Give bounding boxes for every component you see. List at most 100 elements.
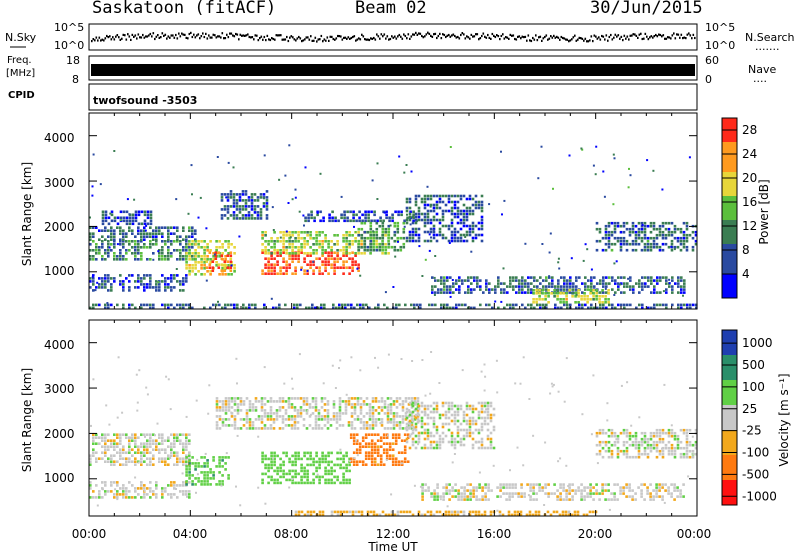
- vel-cell: [309, 457, 312, 461]
- nsky-point: [632, 33, 635, 36]
- vel-cell: [299, 397, 303, 400]
- vel-cell: [423, 437, 427, 441]
- power-cell: [453, 194, 457, 198]
- vel-cell: [233, 409, 237, 412]
- power-cell: [244, 214, 248, 217]
- nsky-point: [362, 35, 365, 38]
- vel-cell: [510, 513, 514, 517]
- power-cell: [122, 246, 125, 249]
- power-cell: [391, 216, 394, 220]
- power-cell: [345, 237, 348, 240]
- power-cell: [376, 219, 379, 223]
- vel-cell: [628, 443, 632, 447]
- power-cell: [685, 233, 689, 237]
- power-cell: [479, 288, 482, 291]
- power-cell: [197, 252, 200, 255]
- power-cell: [330, 240, 333, 243]
- power-cell: [524, 285, 527, 288]
- power-scatter-point: [488, 203, 491, 206]
- power-scatter-point: [615, 260, 618, 263]
- vel-cell: [643, 449, 647, 453]
- nsky-point: [599, 38, 602, 41]
- nsky-point: [680, 33, 683, 36]
- power-cell: [92, 240, 95, 243]
- vel-scatter-point: [590, 433, 593, 436]
- power-cell: [653, 279, 656, 282]
- vel-cell: [451, 495, 454, 498]
- power-cell: [146, 235, 149, 238]
- vel-cell: [336, 457, 339, 461]
- vel-cell: [312, 460, 315, 464]
- vel-cell: [131, 496, 134, 499]
- power-cell: [553, 292, 556, 295]
- vel-cell: [293, 418, 297, 421]
- vel-cell: [263, 415, 267, 418]
- vel-cell: [411, 410, 415, 414]
- power-cell: [197, 246, 200, 249]
- vel-cell: [368, 427, 372, 430]
- nsky-point: [143, 36, 146, 39]
- power-cell: [206, 270, 209, 273]
- nsky-point: [302, 39, 305, 42]
- vel-cell: [391, 448, 395, 451]
- nsky-point: [343, 36, 345, 39]
- vel-cell: [314, 424, 318, 427]
- nsky-point: [119, 38, 122, 41]
- vel-cell: [368, 424, 372, 427]
- nsky-point: [458, 37, 461, 40]
- vel-cell: [302, 424, 306, 427]
- power-cell: [110, 277, 113, 280]
- vel-cell: [682, 495, 685, 498]
- power-cell: [285, 266, 288, 269]
- vel-cell: [264, 472, 267, 476]
- vel-cell: [278, 406, 282, 409]
- vel-cell: [655, 434, 659, 438]
- vel-cell: [481, 489, 484, 492]
- power-cell: [158, 232, 161, 235]
- vel-cell: [441, 425, 445, 429]
- nsky-point: [262, 38, 264, 41]
- power-cell: [263, 303, 266, 307]
- nsky-point: [476, 33, 479, 36]
- nsky-point: [385, 37, 387, 40]
- power-cell: [598, 298, 601, 301]
- power-cell: [315, 240, 318, 243]
- vel-cell: [254, 400, 258, 403]
- power-cell: [128, 219, 132, 223]
- power-cell: [276, 237, 279, 240]
- power-cell: [137, 249, 140, 252]
- vel-cell: [116, 484, 119, 487]
- power-cell: [616, 221, 620, 225]
- power-cell: [530, 303, 533, 307]
- power-cell: [161, 255, 164, 258]
- power-cell: [158, 255, 161, 258]
- power-cell: [691, 245, 695, 249]
- power-cell: [444, 209, 448, 213]
- power-cell: [625, 227, 629, 231]
- power-cell: [101, 213, 105, 217]
- power-cell: [440, 276, 443, 279]
- power-cell: [137, 274, 140, 277]
- vel-cell: [436, 492, 439, 495]
- vel-cell: [314, 421, 318, 424]
- vel-scatter-point: [114, 488, 117, 491]
- power-cell: [235, 208, 239, 211]
- vel-cell: [411, 431, 415, 435]
- power-cell: [235, 202, 239, 205]
- power-cell: [373, 219, 376, 223]
- vel-cell: [377, 400, 381, 403]
- nsky-point: [152, 32, 155, 35]
- vel-cell: [395, 421, 399, 424]
- power-cell: [273, 246, 276, 249]
- nsky-point: [251, 36, 254, 39]
- vel-cell: [625, 452, 629, 456]
- vel-cell: [589, 486, 592, 489]
- vel-cell: [658, 440, 662, 444]
- vel-cell: [107, 490, 110, 493]
- vel-cell: [625, 455, 629, 459]
- power-cell: [524, 291, 527, 294]
- vel-cell: [564, 513, 568, 517]
- power-cell: [459, 239, 463, 243]
- power-cell: [226, 208, 230, 211]
- vel-cell: [634, 431, 638, 435]
